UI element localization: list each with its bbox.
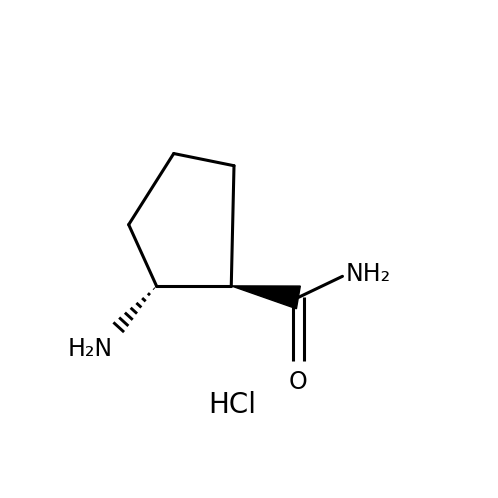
Text: NH₂: NH₂ xyxy=(346,262,390,286)
Text: HCl: HCl xyxy=(208,391,256,419)
Polygon shape xyxy=(231,286,300,309)
Text: O: O xyxy=(289,370,308,394)
Text: H₂N: H₂N xyxy=(68,337,113,361)
